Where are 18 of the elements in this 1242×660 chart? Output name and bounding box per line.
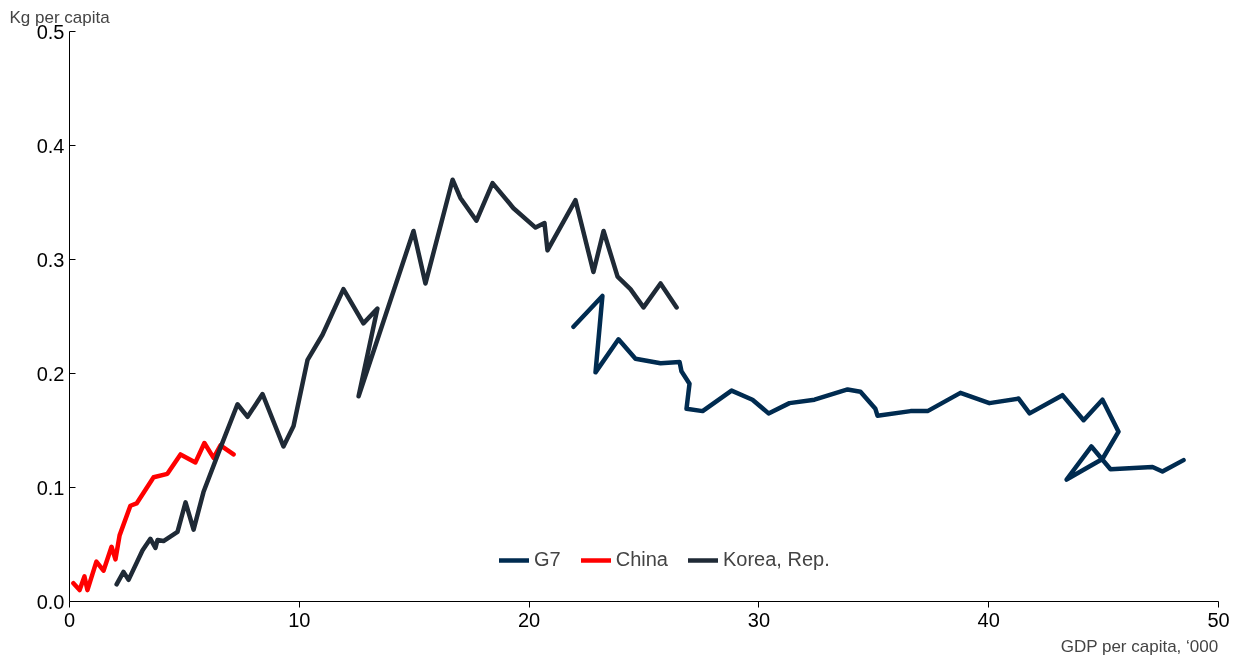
x-tick-label: 30 [747, 608, 771, 631]
y-tick-label: 0.3 [36, 248, 65, 271]
line-series [114, 177, 679, 587]
x-tick-label: 40 [977, 608, 1000, 631]
x-tick-label: 10 [288, 608, 311, 631]
y-tick-label: 0.1 [36, 476, 65, 499]
legend-label: G7 [534, 548, 561, 571]
legend-label: China [615, 548, 668, 571]
y-tick-label: 0.0 [36, 590, 65, 613]
x-tick-label: 0 [63, 608, 76, 631]
y-tick-label: 0.2 [36, 362, 65, 385]
y-tick-label: 0.4 [36, 134, 65, 157]
x-tick-label: 20 [517, 608, 541, 631]
line-series [71, 440, 236, 593]
legend-label: Korea, Rep. [722, 548, 830, 571]
x-axis-title: GDP per capita, ‘000 [1060, 636, 1219, 656]
x-tick-label: 50 [1207, 608, 1230, 631]
line-series [571, 293, 1186, 482]
